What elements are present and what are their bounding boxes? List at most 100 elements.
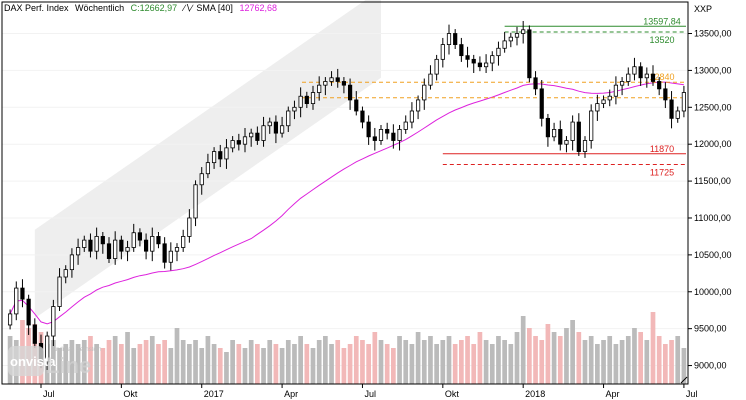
candle-body xyxy=(459,44,464,57)
volume-bar xyxy=(162,340,167,384)
candle-body xyxy=(32,324,37,344)
candle-body xyxy=(385,129,390,134)
candle-body xyxy=(168,250,173,263)
candle-body xyxy=(174,247,180,252)
candle-body xyxy=(391,132,396,141)
level-label: 13597,84 xyxy=(643,16,681,26)
candle-body xyxy=(137,232,143,241)
candle-body xyxy=(193,184,198,219)
level-label: 11870 xyxy=(650,144,674,154)
volume-bar xyxy=(217,348,223,384)
candle-body xyxy=(119,239,124,252)
x-tick-label: 2017 xyxy=(204,389,224,399)
watermark-brand: onvista xyxy=(10,354,56,369)
candle-body xyxy=(181,236,186,248)
volume-bar xyxy=(421,340,427,384)
candle-body xyxy=(582,140,588,152)
volume-bar xyxy=(520,316,526,384)
candle-body xyxy=(465,55,470,60)
volume-bar xyxy=(409,344,415,384)
volume-bar xyxy=(527,328,532,384)
candle-body xyxy=(273,121,279,134)
volume-bar xyxy=(638,332,643,384)
volume-bar xyxy=(149,336,155,384)
candle-body xyxy=(644,73,649,79)
candle-body xyxy=(82,239,87,248)
period-label: Wöchentlich xyxy=(75,3,125,13)
candle-body xyxy=(199,173,204,186)
volume-bar xyxy=(236,344,242,384)
candle-body xyxy=(558,129,563,145)
candle-body xyxy=(45,335,50,363)
y-axis-background xyxy=(688,0,746,400)
candle-body xyxy=(51,306,56,337)
candle-body xyxy=(94,236,99,252)
volume-bar xyxy=(143,340,149,384)
volume-bar xyxy=(69,340,75,384)
volume-bar xyxy=(502,340,507,384)
volume-bar xyxy=(316,340,322,384)
volume-bar xyxy=(644,340,650,384)
candle-body xyxy=(650,73,656,82)
resize-grip-icon xyxy=(680,376,688,384)
candle-body xyxy=(341,81,347,86)
candle-body xyxy=(150,236,155,252)
volume-bar xyxy=(446,336,452,384)
candle-body xyxy=(255,132,260,141)
sma-label: SMA [40] xyxy=(196,3,233,13)
volume-bar xyxy=(211,344,217,384)
level-label: 13520 xyxy=(649,35,674,45)
candle-body xyxy=(502,40,507,49)
candle-body xyxy=(638,66,643,79)
volume-bar xyxy=(112,336,118,384)
y-tick-label: 9000,00 xyxy=(694,361,727,371)
volume-bar xyxy=(397,336,402,384)
y-tick-label: 12000,00 xyxy=(694,139,732,149)
watermark-badge xyxy=(8,346,44,376)
y-tick-label: 13500,00 xyxy=(694,29,732,39)
x-tick-label: Okt xyxy=(123,389,138,399)
candle-body xyxy=(156,236,161,245)
candle-body xyxy=(329,77,334,82)
volume-bar xyxy=(508,344,514,384)
y-tick-label: 10500,00 xyxy=(694,250,732,260)
volume-bar xyxy=(199,348,205,384)
candle-body xyxy=(434,58,439,75)
volume-bar xyxy=(675,336,681,384)
candle-body xyxy=(471,58,476,64)
candle-body xyxy=(539,88,544,119)
volume-bar xyxy=(595,344,600,384)
volume-bar xyxy=(477,332,483,384)
volume-bar xyxy=(51,340,56,384)
candle-body xyxy=(106,243,112,259)
volume-bar xyxy=(137,344,143,384)
candle-body xyxy=(570,121,575,141)
volume-bar xyxy=(187,344,192,384)
candle-body xyxy=(619,81,625,86)
volume-bar xyxy=(440,340,446,384)
level-label: 12840 xyxy=(649,72,674,82)
volume-bar xyxy=(261,348,266,384)
close-value: C:12662,97 xyxy=(130,3,178,13)
volume-bar xyxy=(459,340,464,384)
volume-bar xyxy=(570,320,575,384)
candle-body xyxy=(490,55,495,64)
volume-bar xyxy=(384,344,390,384)
candle-body xyxy=(372,136,377,141)
candle-body xyxy=(298,95,303,108)
candle-body xyxy=(378,129,384,141)
candle-body xyxy=(415,99,421,112)
candle-body xyxy=(607,95,612,101)
candle-body xyxy=(453,33,458,45)
volume-bar xyxy=(415,332,421,384)
candle-body xyxy=(267,121,272,127)
candle-body xyxy=(69,254,75,271)
candle-body xyxy=(397,129,402,141)
candle-body xyxy=(249,132,254,138)
candle-body xyxy=(675,110,680,119)
candle-body xyxy=(230,140,235,149)
volume-bar xyxy=(131,348,137,384)
volume-bar xyxy=(94,344,99,384)
volume-bar xyxy=(230,340,235,384)
